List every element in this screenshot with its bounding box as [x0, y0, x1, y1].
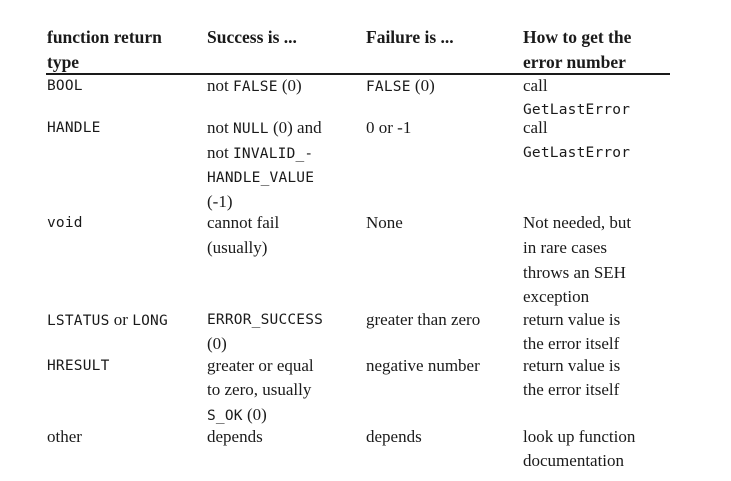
row-void-success-line2: (usually) [207, 238, 268, 257]
row-other-errnum-line2: documentation [523, 451, 625, 470]
row-hresult-failure: negative number [366, 356, 480, 375]
header-rule [46, 73, 670, 75]
row-hresult-errnum-line1: return value is [523, 356, 621, 375]
row-lstatus-success-line2: (0) [207, 334, 227, 353]
row-hresult-success-line3: S_OK (0) [207, 405, 267, 424]
row-void-success-line1: cannot fail [207, 213, 280, 232]
row-bool-errnum-line2: GetLastError [523, 102, 631, 118]
row-hresult-type: HRESULT [47, 358, 110, 374]
row-other-errnum-line1: look up function [523, 427, 636, 446]
row-handle-failure: 0 or -1 [366, 118, 412, 137]
row-other-type: other [47, 427, 82, 446]
row-bool-failure: FALSE (0) [366, 76, 435, 95]
header-failure: Failure is ... [366, 27, 454, 47]
row-bool-success: not FALSE (0) [207, 76, 302, 95]
row-handle-errnum-line1: call [523, 118, 548, 137]
row-handle-success-line1: not NULL (0) and [207, 118, 322, 137]
row-hresult-success-line2: to zero, usually [207, 380, 312, 399]
header-error-number-line2: error number [523, 52, 626, 72]
row-lstatus-failure: greater than zero [366, 310, 481, 329]
row-void-errnum-line3: throws an SEH [523, 263, 626, 282]
row-other-failure: depends [366, 427, 422, 446]
row-void-type: void [47, 215, 83, 231]
row-void-failure: None [366, 213, 403, 232]
row-other-success: depends [207, 427, 263, 446]
row-hresult-errnum-line2: the error itself [523, 380, 620, 399]
row-handle-success-line3: HANDLE_VALUE [207, 170, 315, 186]
header-error-number-line1: How to get the [523, 27, 632, 47]
row-bool-errnum-line1: call [523, 76, 548, 95]
row-void-errnum-line1: Not needed, but [523, 213, 632, 232]
row-hresult-success-line1: greater or equal [207, 356, 314, 375]
row-handle-type: HANDLE [47, 120, 101, 136]
header-return-type-line1: function return [47, 27, 162, 47]
row-lstatus-success-line1: ERROR_SUCCESS [207, 312, 324, 328]
row-lstatus-errnum-line1: return value is [523, 310, 621, 329]
row-void-errnum-line4: exception [523, 287, 590, 306]
row-handle-errnum-line2: GetLastError [523, 145, 631, 161]
row-lstatus-errnum-line2: the error itself [523, 334, 620, 353]
header-return-type-line2: type [47, 52, 80, 72]
row-handle-success-line4: (-1) [207, 192, 233, 211]
row-void-errnum-line2: in rare cases [523, 238, 608, 257]
header-success: Success is ... [207, 27, 297, 47]
row-bool-type: BOOL [47, 78, 83, 94]
row-lstatus-type: LSTATUS or LONG [47, 310, 168, 329]
row-handle-success-line2: not INVALID_- [207, 143, 314, 162]
